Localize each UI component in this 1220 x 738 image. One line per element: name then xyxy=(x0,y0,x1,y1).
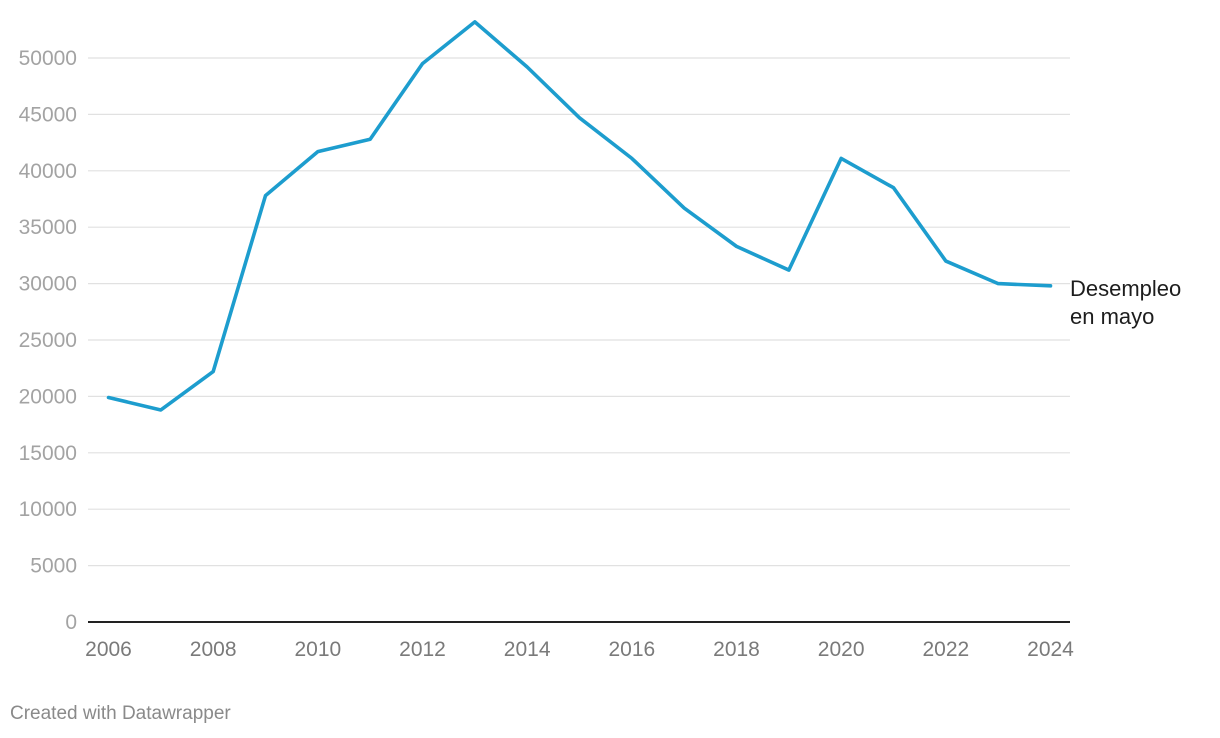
y-tick-label: 25000 xyxy=(19,329,77,352)
series-line[interactable] xyxy=(106,20,1053,412)
y-tick-label: 20000 xyxy=(19,385,77,408)
y-tick-label: 40000 xyxy=(19,160,77,183)
x-axis-tick-labels: 2006 2008 2010 2012 2014 2016 2018 2020 2022 2024 xyxy=(85,638,1074,661)
x-tick-label: 2014 xyxy=(504,638,551,661)
x-tick-label: 2012 xyxy=(399,638,446,661)
x-tick-label: 2006 xyxy=(85,638,132,661)
y-tick-label: 5000 xyxy=(30,555,77,578)
series-lines xyxy=(106,20,1053,412)
x-tick-label: 2022 xyxy=(922,638,969,661)
y-tick-label: 50000 xyxy=(19,47,77,70)
y-tick-label: 10000 xyxy=(19,498,77,521)
x-tick-label: 2016 xyxy=(608,638,655,661)
gridlines xyxy=(88,57,1070,623)
y-axis-tick-labels: 0 5000 10000 15000 20000 25000 30000 35000 40000… xyxy=(19,47,77,634)
y-tick-label: 15000 xyxy=(19,442,77,465)
y-tick-label: 35000 xyxy=(19,216,77,239)
x-tick-label: 2020 xyxy=(818,638,865,661)
x-tick-label: 2010 xyxy=(294,638,341,661)
series-label-line: Desempleo xyxy=(1070,276,1181,301)
series-label: Desempleo en mayo xyxy=(1070,276,1181,329)
x-tick-label: 2024 xyxy=(1027,638,1074,661)
series-label-line: en mayo xyxy=(1070,304,1154,329)
y-tick-label: 0 xyxy=(65,611,77,634)
credit-text[interactable]: Created with Datawrapper xyxy=(10,703,231,724)
x-tick-label: 2008 xyxy=(190,638,237,661)
series-labels: Desempleo en mayo xyxy=(1070,276,1181,329)
y-tick-label: 45000 xyxy=(19,103,77,126)
y-tick-label: 30000 xyxy=(19,273,77,296)
x-tick-label: 2018 xyxy=(713,638,760,661)
